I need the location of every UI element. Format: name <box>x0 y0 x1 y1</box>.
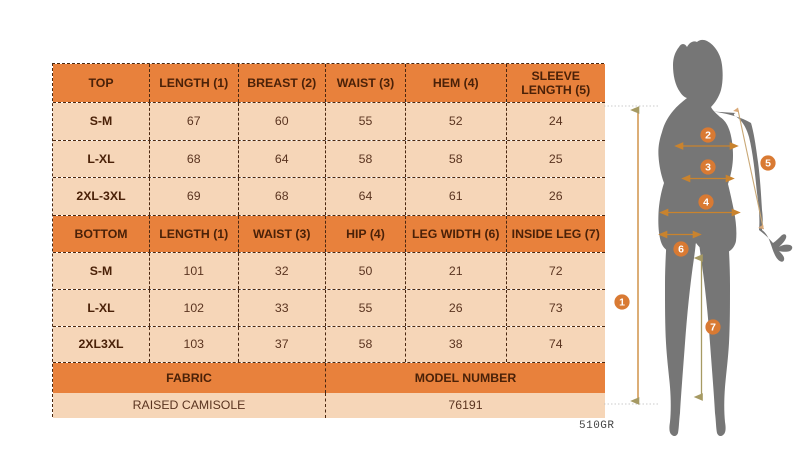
svg-text:5: 5 <box>765 158 771 170</box>
svg-text:4: 4 <box>703 197 709 209</box>
svg-text:3: 3 <box>705 162 711 174</box>
svg-text:2: 2 <box>705 130 711 142</box>
svg-text:7: 7 <box>710 322 716 334</box>
svg-text:6: 6 <box>678 244 684 256</box>
svg-text:1: 1 <box>619 297 625 309</box>
